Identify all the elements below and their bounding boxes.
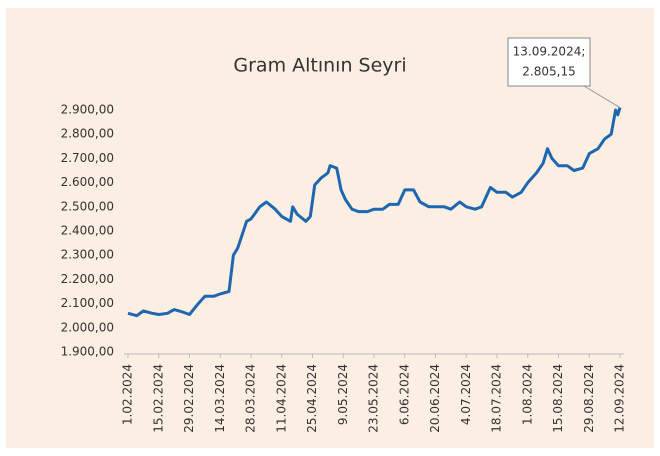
x-tick-label: 1.02.2024 (121, 364, 135, 425)
x-tick-label: 29.02.2024 (182, 364, 196, 433)
x-tick-label: 4.07.2024 (459, 364, 473, 425)
x-tick-label: 20.06.2024 (428, 364, 442, 433)
x-tick-label: 25.04.2024 (305, 364, 319, 433)
annotation-leader (583, 85, 621, 109)
x-tick-label: 15.02.2024 (151, 364, 165, 433)
y-tick-label: 2.900,00 (61, 103, 114, 117)
y-tick-label: 2.000,00 (61, 320, 114, 334)
price-line (127, 107, 622, 318)
y-tick-label: 2.200,00 (61, 272, 114, 286)
annotation-text: 2.805,15 (522, 65, 575, 79)
x-tick-label: 12.09.2024 (613, 364, 627, 433)
x-tick-label: 15.08.2024 (551, 364, 565, 433)
y-tick-label: 2.600,00 (61, 175, 114, 189)
y-tick-label: 1.900,00 (61, 345, 114, 359)
x-tick-label: 28.03.2024 (244, 364, 258, 433)
x-tick-label: 23.05.2024 (367, 364, 381, 433)
y-tick-label: 2.500,00 (61, 199, 114, 213)
annotation-box (507, 37, 591, 87)
x-tick-label: 29.08.2024 (582, 364, 596, 433)
y-tick-label: 2.100,00 (61, 296, 114, 310)
y-tick-label: 2.300,00 (61, 248, 114, 262)
chart-title: Gram Altının Seyri (233, 55, 406, 77)
x-tick-label: 11.04.2024 (274, 364, 288, 433)
x-tick-label: 1.08.2024 (520, 364, 534, 425)
x-tick-label: 6.06.2024 (397, 364, 411, 425)
x-tick-label: 18.07.2024 (490, 364, 504, 433)
annotation-text: 13.09.2024; (513, 45, 586, 59)
y-tick-label: 2.700,00 (61, 151, 114, 165)
x-tick-label: 9.05.2024 (336, 364, 350, 425)
y-tick-label: 2.800,00 (61, 127, 114, 141)
x-tick-label: 14.03.2024 (213, 364, 227, 433)
y-tick-label: 2.400,00 (61, 224, 114, 238)
